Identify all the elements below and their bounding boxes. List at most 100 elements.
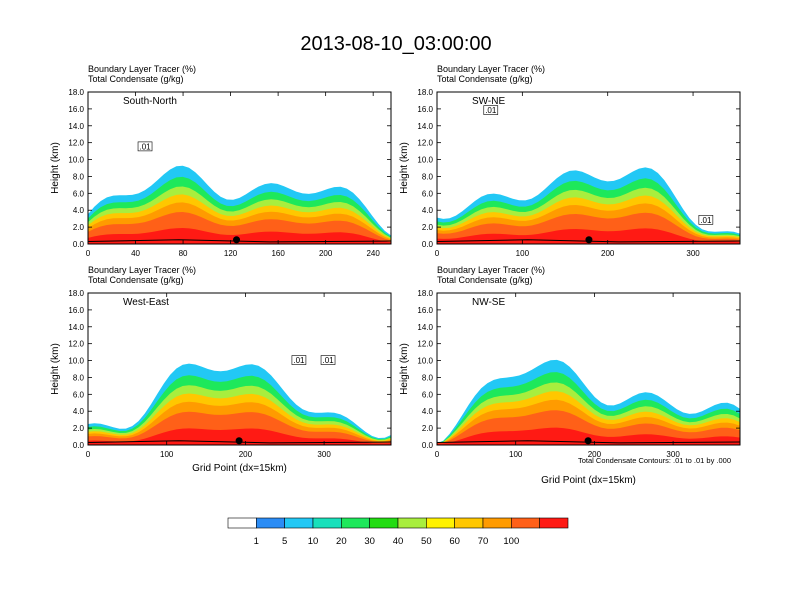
y-tick-label: 8.0: [422, 373, 434, 382]
y-tick-label: 12.0: [417, 340, 433, 349]
x-tick-label: 160: [271, 249, 285, 258]
y-tick-label: 6.0: [422, 390, 434, 399]
terrain-line: [88, 440, 391, 444]
contour-label: .01: [293, 356, 305, 365]
y-tick-label: 0.0: [73, 441, 85, 450]
colorbar-swatch: [454, 517, 484, 529]
contour-label-box: [320, 355, 336, 365]
y-tick-label: 6.0: [73, 189, 85, 198]
y-tick-label: 16.0: [417, 306, 433, 315]
y-tick-label: 10.0: [417, 357, 433, 366]
cross-section-marker: [584, 437, 592, 445]
colorbar-swatch: [369, 517, 399, 529]
x-tick-label: 100: [160, 450, 174, 459]
y-tick-label: 10.0: [68, 357, 84, 366]
plot-frame: [436, 91, 741, 245]
panel-name: West-East: [123, 297, 169, 308]
contour-label: .01: [139, 142, 151, 151]
panel-name: SW-NE: [472, 96, 505, 107]
contour-label: .01: [700, 216, 712, 225]
y-tick-label: 16.0: [68, 105, 84, 114]
x-tick-label: 200: [239, 450, 253, 459]
y-tick-label: 4.0: [73, 206, 85, 215]
panel-nw-se: Boundary Layer Tracer (%) Total Condensat…: [399, 265, 741, 486]
colorbar-label: 10: [308, 536, 319, 547]
tracer-field: [437, 359, 740, 445]
y-tick-label: 8.0: [73, 172, 85, 181]
x-tick-label: 80: [179, 249, 188, 258]
colorbar-swatch: [397, 517, 427, 529]
panel-west-east: Boundary Layer Tracer (%)Total Condensat…: [50, 265, 392, 474]
cross-section-marker: [233, 236, 241, 244]
y-tick-label: 6.0: [73, 390, 85, 399]
colorbar-swatch: [284, 517, 314, 529]
y-axis-label: Height (km): [50, 142, 61, 194]
y-tick-label: 12.0: [68, 340, 84, 349]
y-tick-label: 8.0: [73, 373, 85, 382]
colorbar-swatch: [539, 517, 569, 529]
y-tick-label: 2.0: [73, 424, 85, 433]
y-tick-label: 18.0: [68, 88, 84, 97]
y-tick-label: 14.0: [417, 122, 433, 131]
panel-header-line: Boundary Layer Tracer (%): [88, 64, 196, 74]
y-axis-label: Height (km): [50, 343, 61, 395]
colorbar-label: 30: [364, 536, 375, 547]
y-tick-label: 2.0: [73, 223, 85, 232]
x-tick-label: 0: [86, 249, 91, 258]
tracer-field: .01 .01: [437, 105, 740, 244]
cross-section-marker: [235, 437, 243, 445]
colorbar-swatch: [426, 517, 455, 529]
y-tick-label: 8.0: [422, 172, 434, 181]
panel-header-line: Boundary Layer Tracer (%): [88, 265, 196, 275]
y-tick-label: 18.0: [417, 289, 433, 298]
terrain-line: [437, 440, 740, 444]
contour-note: Total Condensate Contours: .01 to .01 by…: [578, 456, 731, 465]
y-axis-label: Height (km): [399, 343, 410, 395]
colorbar-swatch: [341, 517, 370, 529]
x-tick-label: 40: [131, 249, 140, 258]
colorbar-swatch: [256, 517, 285, 529]
x-tick-label: 0: [435, 450, 440, 459]
x-tick-label: 0: [86, 450, 91, 459]
colorbar-label: 1: [254, 536, 259, 547]
y-tick-label: 4.0: [73, 407, 85, 416]
colorbar-label: 20: [336, 536, 347, 547]
x-tick-label: 120: [224, 249, 238, 258]
plot-frame: [87, 292, 392, 446]
y-tick-label: 14.0: [417, 323, 433, 332]
x-tick-label: 100: [509, 450, 523, 459]
x-axis-label: Grid Point (dx=15km): [192, 463, 287, 474]
x-tick-label: 300: [666, 450, 680, 459]
contour-label: .01: [322, 356, 334, 365]
colorbar-label: 60: [449, 536, 460, 547]
panel-header-line: Total Condensate (g/kg): [88, 275, 184, 285]
y-tick-label: 0.0: [422, 240, 434, 249]
x-tick-label: 240: [366, 249, 380, 258]
y-tick-label: 2.0: [422, 223, 434, 232]
x-tick-label: 300: [317, 450, 331, 459]
colorbar-label: 5: [282, 536, 287, 547]
y-tick-label: 12.0: [68, 139, 84, 148]
colorbar-swatch: [511, 517, 540, 529]
y-tick-label: 12.0: [417, 139, 433, 148]
y-axis-label: Height (km): [399, 142, 410, 194]
contour-label-box: [483, 105, 499, 115]
x-tick-label: 100: [516, 249, 530, 258]
contour-label: .01: [485, 106, 497, 115]
x-tick-label: 200: [588, 450, 602, 459]
contour-label-box: [291, 355, 307, 365]
y-tick-label: 4.0: [422, 407, 434, 416]
plot-frame: [436, 292, 741, 446]
y-tick-label: 10.0: [417, 156, 433, 165]
colorbar-label: 100: [503, 536, 519, 547]
panel-header-line: Boundary Layer Tracer (%): [437, 265, 545, 275]
tracer-field: .01: [88, 141, 391, 244]
x-axis-label: Grid Point (dx=15km): [541, 475, 636, 486]
colorbar-swatch: [227, 517, 257, 529]
plot-frame: [87, 91, 392, 245]
tracer-field: .01 .01: [88, 355, 391, 445]
y-tick-label: 10.0: [68, 156, 84, 165]
figure-title: 2013-08-10_03:00:00: [300, 33, 491, 55]
y-tick-label: 6.0: [422, 189, 434, 198]
